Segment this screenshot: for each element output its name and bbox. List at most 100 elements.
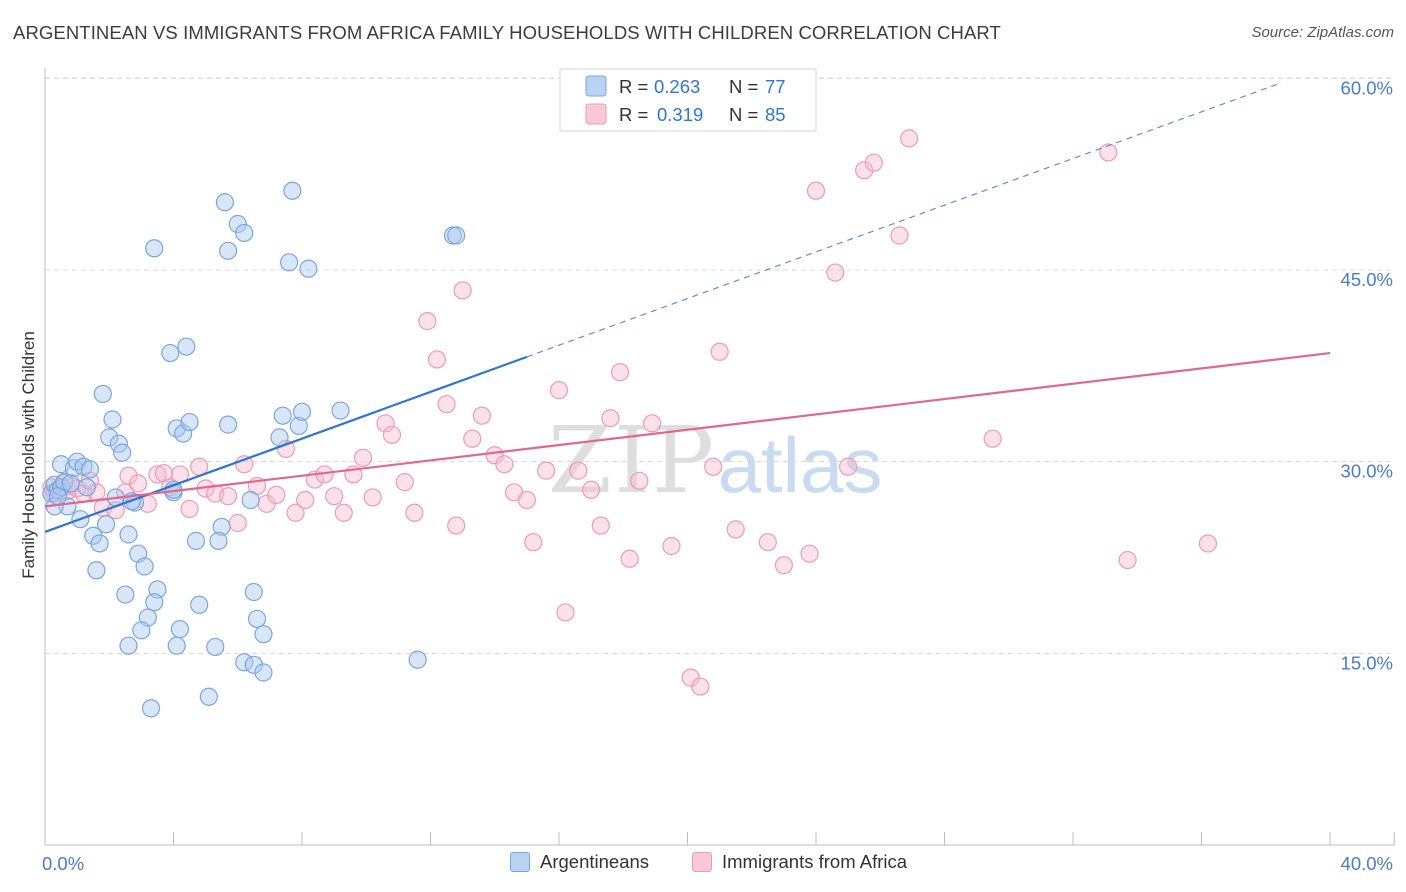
point-immigrants-from-africa: [1118, 550, 1137, 570]
point-argentineans: [228, 214, 247, 234]
point-argentineans: [145, 593, 164, 612]
legend-swatch-pink: [585, 103, 607, 125]
chart-title: ARGENTINEAN VS IMMIGRANTS FROM AFRICA FA…: [13, 22, 1001, 43]
point-immigrants-from-africa: [286, 503, 305, 522]
point-argentineans: [219, 241, 238, 260]
x-tick-label-0: 0.0%: [42, 853, 84, 874]
point-immigrants-from-africa: [610, 363, 630, 382]
point-immigrants-from-africa: [376, 414, 395, 433]
point-immigrants-from-africa: [453, 281, 472, 300]
point-immigrants-from-africa: [180, 499, 199, 519]
trend-line-immigrants-from-africa: [44, 351, 1331, 508]
point-argentineans: [247, 609, 267, 628]
series-legend: Argentineans Immigrants from Africa: [0, 851, 1406, 877]
legend-n-value-1: 77: [765, 76, 786, 97]
correlation-legend: R = 0.263 N = 77 R = 0.319 N = 85: [559, 68, 817, 132]
point-immigrants-from-africa: [537, 461, 556, 480]
trend-line-argentineans: [44, 355, 528, 533]
point-argentineans: [292, 402, 312, 421]
point-immigrants-from-africa: [983, 429, 1002, 448]
series-argentineans: [42, 181, 466, 718]
point-argentineans: [199, 687, 218, 706]
watermark-atlas: atlas: [718, 421, 883, 509]
point-argentineans: [215, 193, 234, 212]
point-immigrants-from-africa: [334, 503, 353, 522]
trend-line-argentineans-extension: [526, 82, 1283, 358]
point-argentineans: [141, 699, 161, 718]
point-immigrants-from-africa: [704, 457, 723, 476]
y-tick-label-45: 45.0%: [1341, 269, 1393, 290]
watermark: ZIP atlas: [548, 407, 882, 514]
point-argentineans: [244, 655, 263, 674]
point-argentineans: [161, 343, 180, 363]
legend-swatch-immigrants-from-africa: [692, 852, 712, 872]
point-argentineans: [87, 561, 106, 580]
point-argentineans: [190, 595, 209, 614]
point-immigrants-from-africa: [662, 536, 681, 556]
point-immigrants-from-africa: [382, 425, 402, 444]
gridlines: [45, 77, 1395, 654]
point-immigrants-from-africa: [1099, 143, 1118, 162]
point-immigrants-from-africa: [463, 429, 482, 448]
point-argentineans: [61, 474, 80, 493]
point-immigrants-from-africa: [1198, 534, 1218, 553]
point-argentineans: [241, 490, 260, 510]
point-argentineans: [170, 619, 190, 639]
series-immigrants-from-africa: [42, 129, 1218, 696]
point-argentineans: [212, 517, 231, 536]
point-immigrants-from-africa: [129, 474, 148, 493]
point-argentineans: [289, 416, 308, 435]
y-tick-label-60: 60.0%: [1341, 77, 1393, 98]
watermark-zip: ZIP: [548, 407, 716, 514]
point-argentineans: [77, 478, 96, 497]
point-argentineans: [116, 585, 135, 604]
point-argentineans: [447, 226, 466, 245]
legend-label-argentineans: Argentineans: [540, 851, 650, 872]
point-argentineans: [177, 337, 196, 356]
point-argentineans: [132, 621, 151, 640]
legend-item-argentineans: Argentineans: [510, 851, 649, 873]
point-argentineans: [96, 515, 116, 534]
point-immigrants-from-africa: [148, 465, 167, 484]
point-immigrants-from-africa: [472, 406, 491, 425]
point-argentineans: [254, 625, 273, 644]
point-immigrants-from-africa: [447, 516, 466, 535]
point-argentineans: [90, 534, 109, 553]
legend-label-immigrants-from-africa: Immigrants from Africa: [722, 851, 908, 872]
legend-r-label-1: R =: [619, 76, 648, 97]
point-immigrants-from-africa: [839, 457, 858, 476]
point-argentineans: [254, 663, 273, 682]
point-immigrants-from-africa: [524, 533, 543, 552]
point-immigrants-from-africa: [353, 448, 373, 467]
point-immigrants-from-africa: [363, 488, 382, 507]
source-credit: Source: ZipAtlas.com: [1251, 24, 1394, 41]
point-immigrants-from-africa: [395, 473, 414, 492]
legend-swatch-blue: [585, 75, 607, 97]
point-argentineans: [270, 428, 289, 447]
point-argentineans: [180, 412, 199, 432]
point-argentineans: [93, 384, 112, 404]
point-argentineans: [209, 531, 228, 550]
point-immigrants-from-africa: [437, 395, 456, 414]
point-immigrants-from-africa: [643, 414, 662, 433]
point-argentineans: [244, 582, 263, 602]
point-argentineans: [219, 415, 238, 434]
point-immigrants-from-africa: [855, 161, 874, 180]
point-argentineans: [174, 424, 193, 443]
point-immigrants-from-africa: [556, 603, 575, 622]
point-argentineans: [145, 239, 164, 258]
point-immigrants-from-africa: [582, 480, 601, 499]
point-immigrants-from-africa: [591, 516, 610, 535]
point-argentineans: [48, 487, 67, 506]
axes: [44, 68, 1395, 846]
point-immigrants-from-africa: [826, 263, 845, 282]
point-argentineans: [119, 525, 138, 544]
point-immigrants-from-africa: [228, 513, 247, 533]
point-immigrants-from-africa: [864, 153, 883, 172]
y-tick-label-15: 15.0%: [1341, 652, 1393, 673]
legend-r-value-1: 0.263: [654, 76, 700, 97]
point-argentineans: [119, 636, 138, 655]
point-immigrants-from-africa: [806, 181, 826, 200]
point-immigrants-from-africa: [325, 487, 344, 506]
